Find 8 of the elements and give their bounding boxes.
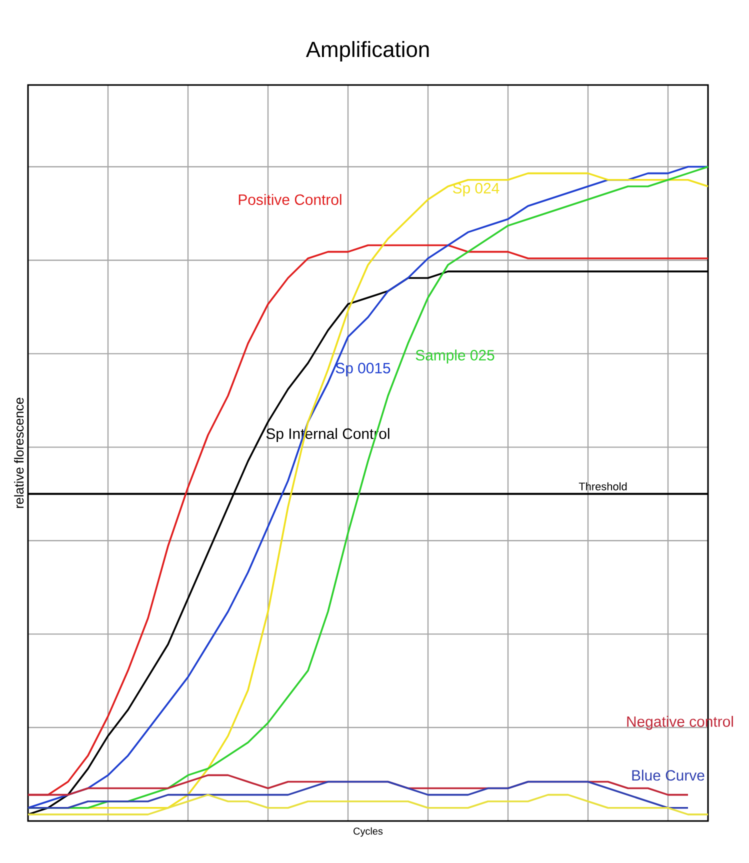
y-axis-title: relative florescence: [14, 398, 24, 508]
series-label: Sp 0015: [336, 362, 390, 376]
ref-line-label: Threshold: [578, 482, 627, 490]
x-axis-title: Cycles: [354, 827, 383, 837]
series-label: Blue Curve: [632, 770, 704, 781]
series-label: Sample 025: [416, 350, 494, 364]
chart-title: Amplification: [306, 41, 429, 62]
text: Positive Control: [238, 194, 342, 205]
